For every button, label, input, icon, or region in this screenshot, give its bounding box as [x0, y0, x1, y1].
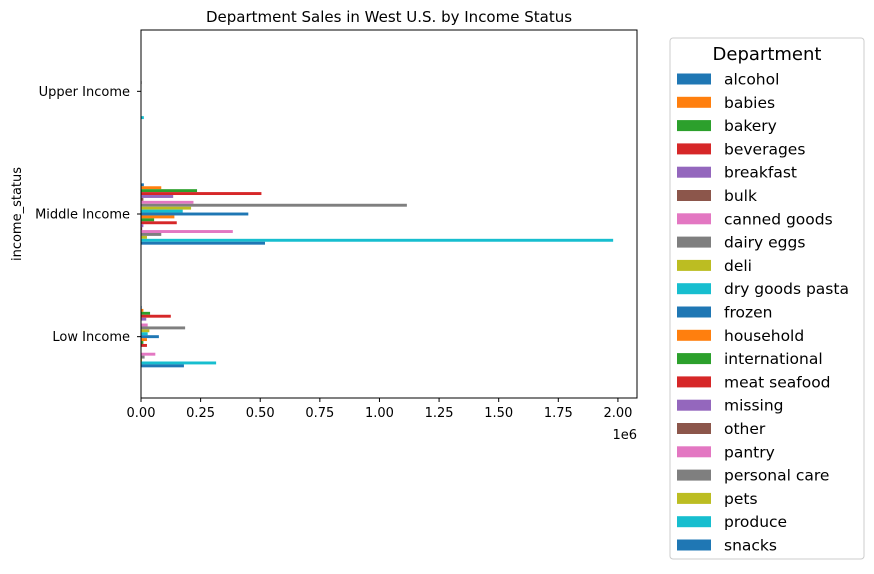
legend-swatch — [677, 283, 711, 294]
bar-canned-goods-low-income — [141, 324, 148, 327]
y-tick-label: Low Income — [52, 330, 130, 345]
bar-pantry-low-income — [141, 353, 155, 356]
y-axis: Low Income Middle Income Upper Income — [35, 85, 141, 345]
legend-label: breakfast — [724, 164, 797, 182]
bar-international-middle-income — [141, 218, 154, 221]
legend-swatch — [677, 190, 711, 201]
legend-label: international — [724, 350, 823, 368]
bar-canned-goods-middle-income — [141, 201, 193, 204]
legend-swatch — [677, 167, 711, 178]
legend-label: snacks — [724, 537, 777, 555]
bar-bakery-low-income — [141, 312, 150, 315]
x-axis: 0.00 0.25 0.50 0.75 1.00 1.25 1.50 1.75 2.00 — [127, 398, 633, 421]
x-axis-offset-label: 1e6 — [612, 428, 637, 443]
bar-meat-seafood-middle-income — [141, 221, 177, 224]
bar-household-middle-income — [141, 215, 174, 218]
x-tick-label: 1.50 — [484, 406, 513, 421]
legend-label: other — [724, 420, 766, 438]
legend-label: meat seafood — [724, 373, 831, 391]
legend-label: dry goods pasta — [724, 280, 849, 298]
bar-snacks-middle-income — [141, 242, 265, 245]
legend-label: pantry — [724, 443, 775, 461]
legend-label: pets — [724, 490, 758, 508]
legend-swatch — [677, 307, 711, 318]
bar-pets-middle-income — [141, 236, 147, 239]
bar-dry-goods-pasta-middle-income — [141, 210, 183, 213]
bar-bakery-middle-income — [141, 189, 197, 192]
x-tick-label: 0.75 — [305, 406, 334, 421]
legend-label: bulk — [724, 187, 757, 205]
legend-title: Department — [713, 44, 822, 65]
x-tick-label: 2.00 — [603, 406, 632, 421]
legend-label: beverages — [724, 140, 805, 158]
legend-swatch — [677, 493, 711, 504]
legend-label: alcohol — [724, 71, 779, 89]
x-tick-label: 0.00 — [127, 406, 156, 421]
bar-frozen-middle-income — [141, 213, 248, 216]
bar-deli-middle-income — [141, 207, 191, 210]
x-tick-label: 0.25 — [186, 406, 215, 421]
y-axis-label: income_status — [10, 167, 25, 261]
x-tick-label: 1.25 — [425, 406, 454, 421]
legend-label: bakery — [724, 117, 777, 135]
bar-household-low-income — [141, 338, 147, 341]
legend-label: frozen — [724, 304, 772, 322]
legend-label: canned goods — [724, 210, 833, 228]
legend-swatch — [677, 376, 711, 387]
legend-swatch — [677, 74, 711, 85]
bars-group — [141, 67, 613, 368]
bar-frozen-low-income — [141, 335, 159, 338]
legend-swatch — [677, 330, 711, 341]
legend-swatch — [677, 260, 711, 271]
bar-babies-middle-income — [141, 186, 161, 189]
y-tick-label: Middle Income — [35, 208, 130, 223]
legend-swatch — [677, 237, 711, 248]
legend-swatch — [677, 213, 711, 224]
bar-snacks-low-income — [141, 364, 184, 367]
bar-meat-seafood-low-income — [141, 344, 147, 347]
bar-produce-middle-income — [141, 239, 613, 242]
legend-label: produce — [724, 513, 787, 531]
legend-swatch — [677, 120, 711, 131]
legend-swatch — [677, 400, 711, 411]
legend-label: household — [724, 327, 804, 345]
legend-swatch — [677, 97, 711, 108]
bar-dairy-eggs-middle-income — [141, 204, 407, 207]
legend-swatch — [677, 516, 711, 527]
legend-label: babies — [724, 94, 775, 112]
x-tick-label: 0.50 — [246, 406, 275, 421]
bar-beverages-middle-income — [141, 192, 261, 195]
legend-swatch — [677, 446, 711, 457]
bar-dry-goods-pasta-low-income — [141, 332, 148, 335]
legend: Department alcohol babies bakery beverages br… — [670, 38, 864, 559]
bar-produce-low-income — [141, 361, 216, 364]
legend-swatch — [677, 143, 711, 154]
legend-swatch — [677, 423, 711, 434]
legend-label: deli — [724, 257, 752, 275]
legend-label: personal care — [724, 467, 829, 485]
bar-deli-low-income — [141, 329, 149, 332]
bar-personal-care-low-income — [141, 356, 145, 359]
legend-swatch — [677, 540, 711, 551]
y-tick-label: Upper Income — [39, 85, 130, 100]
chart-title: Department Sales in West U.S. by Income … — [206, 8, 572, 26]
bar-breakfast-middle-income — [141, 195, 173, 198]
bar-personal-care-middle-income — [141, 233, 161, 236]
legend-swatch — [677, 470, 711, 481]
legend-swatch — [677, 353, 711, 364]
bar-breakfast-low-income — [141, 318, 146, 321]
bar-beverages-low-income — [141, 315, 171, 318]
bar-dairy-eggs-low-income — [141, 326, 185, 329]
legend-label: missing — [724, 397, 784, 415]
x-tick-label: 1.75 — [544, 406, 573, 421]
x-tick-label: 1.00 — [365, 406, 394, 421]
legend-label: dairy eggs — [724, 234, 805, 252]
bar-pantry-middle-income — [141, 230, 233, 233]
